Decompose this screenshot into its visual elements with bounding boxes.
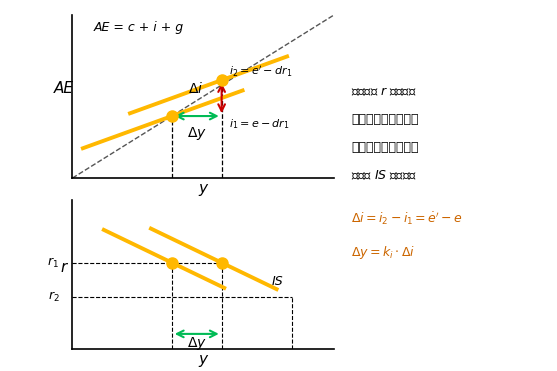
Text: 推导出 $IS$ 曲线移动: 推导出 $IS$ 曲线移动 — [351, 169, 417, 182]
Text: $\Delta y$: $\Delta y$ — [187, 335, 207, 352]
Text: $\Delta y = k_i \cdot \Delta i$: $\Delta y = k_i \cdot \Delta i$ — [351, 244, 415, 261]
X-axis label: y: y — [199, 351, 208, 367]
Text: $r_2$: $r_2$ — [47, 290, 59, 304]
Text: $i_1 = e - dr_1$: $i_1 = e - dr_1$ — [229, 118, 290, 131]
Text: 假设利率 $r$ 没有变化: 假设利率 $r$ 没有变化 — [351, 85, 417, 98]
Text: $\Delta y$: $\Delta y$ — [187, 125, 207, 142]
Text: IS: IS — [271, 275, 283, 288]
Text: 自主性投资发生变化: 自主性投资发生变化 — [351, 113, 418, 126]
Y-axis label: AE: AE — [54, 82, 74, 96]
Text: AE = c + i + g: AE = c + i + g — [94, 22, 183, 35]
Text: 从总支出模型新均衡: 从总支出模型新均衡 — [351, 141, 418, 154]
Text: $r_1$: $r_1$ — [47, 256, 59, 270]
Text: $\Delta i = i_2 - i_1 = \dot{e}' - e$: $\Delta i = i_2 - i_1 = \dot{e}' - e$ — [351, 210, 463, 227]
X-axis label: y: y — [199, 181, 208, 196]
Text: $\Delta i$: $\Delta i$ — [188, 82, 203, 96]
Y-axis label: r: r — [61, 260, 67, 275]
Text: $i_2 = e' - dr_1$: $i_2 = e' - dr_1$ — [229, 64, 293, 79]
